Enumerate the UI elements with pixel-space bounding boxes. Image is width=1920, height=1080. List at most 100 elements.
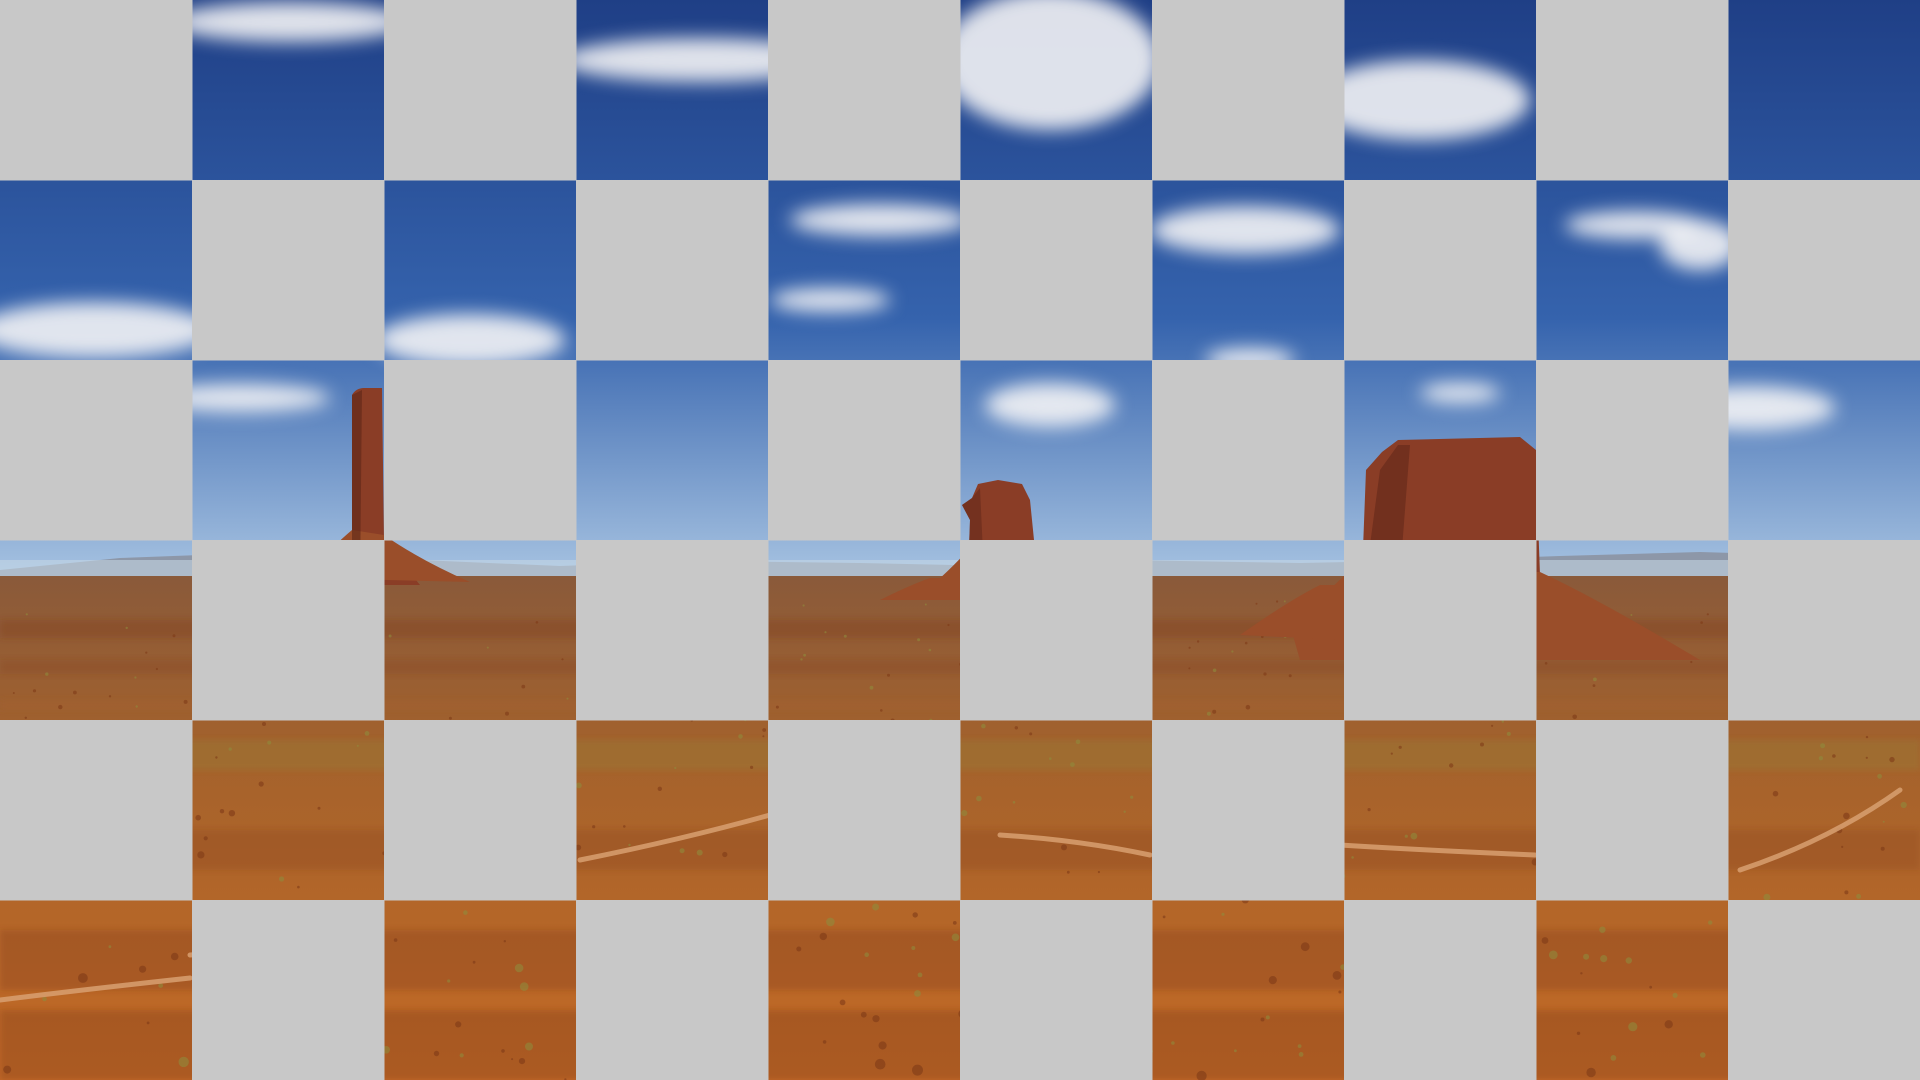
mask-tile — [576, 180, 769, 361]
mask-tile — [192, 900, 385, 1080]
shrub — [869, 685, 874, 690]
shrub — [78, 973, 88, 983]
cloud — [790, 204, 970, 236]
shrub — [1580, 972, 1583, 975]
shrub — [1212, 709, 1217, 714]
shrub — [511, 1058, 514, 1061]
shrub — [134, 676, 137, 679]
shrub — [976, 795, 982, 802]
shrub — [951, 933, 960, 942]
shrub — [623, 825, 626, 828]
shrub — [1900, 801, 1907, 809]
shrub — [1592, 684, 1596, 687]
shrub — [145, 651, 148, 654]
mask-tile — [384, 360, 577, 541]
shrub — [1889, 756, 1895, 763]
shrub — [819, 932, 827, 941]
shrub — [486, 646, 489, 649]
shrub — [566, 697, 569, 700]
shrub — [803, 653, 806, 657]
cloud — [1420, 383, 1500, 403]
shrub — [1288, 674, 1292, 678]
shrub — [1700, 621, 1703, 624]
shrub — [1772, 790, 1779, 797]
shrub — [1572, 714, 1577, 720]
shrub — [1029, 732, 1033, 736]
shrub — [158, 983, 164, 988]
shrub — [1012, 801, 1016, 804]
shrub — [864, 952, 869, 957]
shrub — [1066, 870, 1070, 874]
shrub — [1628, 1022, 1638, 1032]
shrub — [1541, 937, 1549, 944]
dirt-road — [997, 832, 1153, 858]
shrub — [679, 848, 685, 854]
shrub — [1300, 942, 1310, 952]
shrub — [364, 731, 370, 736]
mid-ridge-talus — [1240, 585, 1345, 640]
shrub — [1332, 971, 1342, 980]
shrub — [796, 946, 802, 952]
mask-tile — [1536, 0, 1729, 181]
shrub — [1014, 726, 1018, 730]
shrub — [1276, 600, 1279, 603]
shrub — [25, 613, 28, 616]
shrub — [947, 623, 950, 627]
shrub — [155, 667, 158, 671]
shrub — [1649, 985, 1653, 989]
shrub — [297, 885, 300, 889]
shrub — [1367, 808, 1371, 812]
shrub — [961, 810, 968, 817]
mask-tile — [384, 0, 577, 181]
cloud — [1310, 60, 1530, 140]
shrub — [561, 658, 564, 661]
shrub — [1265, 1015, 1270, 1020]
cloud — [1660, 220, 1740, 270]
shrub — [628, 843, 631, 847]
shrub — [1196, 640, 1200, 643]
mask-tile — [768, 720, 961, 901]
shrub — [1162, 915, 1166, 919]
shrub — [267, 740, 272, 745]
dirt-road — [1737, 787, 1903, 873]
shrub — [519, 982, 529, 991]
shrub — [1491, 724, 1494, 727]
shrub — [1268, 976, 1277, 985]
dirt-road — [577, 812, 773, 863]
shrub — [872, 903, 880, 911]
shrub — [24, 716, 27, 719]
center-ridge-talus — [880, 578, 985, 600]
shrub — [872, 1015, 880, 1023]
cloud — [770, 288, 890, 312]
shrub — [826, 917, 835, 927]
shrub — [108, 695, 112, 698]
shrub — [45, 672, 49, 676]
shrub — [12, 692, 15, 694]
shrub — [1410, 832, 1418, 840]
cloud — [985, 383, 1115, 427]
shrub — [172, 634, 176, 638]
shrub — [1130, 795, 1134, 799]
shrub — [1351, 856, 1354, 859]
shrub — [503, 940, 506, 943]
mask-tile — [1728, 540, 1920, 721]
shrub — [1818, 756, 1824, 761]
mask-tile — [576, 540, 769, 721]
shrub — [1212, 668, 1217, 673]
shrub — [262, 722, 266, 726]
shrub — [1882, 820, 1885, 823]
shrub — [215, 756, 218, 759]
shrub — [356, 744, 359, 747]
mask-tile — [1344, 900, 1537, 1080]
shrub — [388, 634, 392, 638]
shrub — [1600, 955, 1608, 963]
shrub — [472, 960, 476, 964]
shrub — [1255, 602, 1258, 605]
shrub — [924, 603, 927, 606]
shrub — [73, 690, 77, 695]
shrub — [1708, 920, 1713, 925]
mask-tile — [1728, 180, 1920, 361]
shrub — [1261, 635, 1264, 639]
mask-tile — [576, 900, 769, 1080]
